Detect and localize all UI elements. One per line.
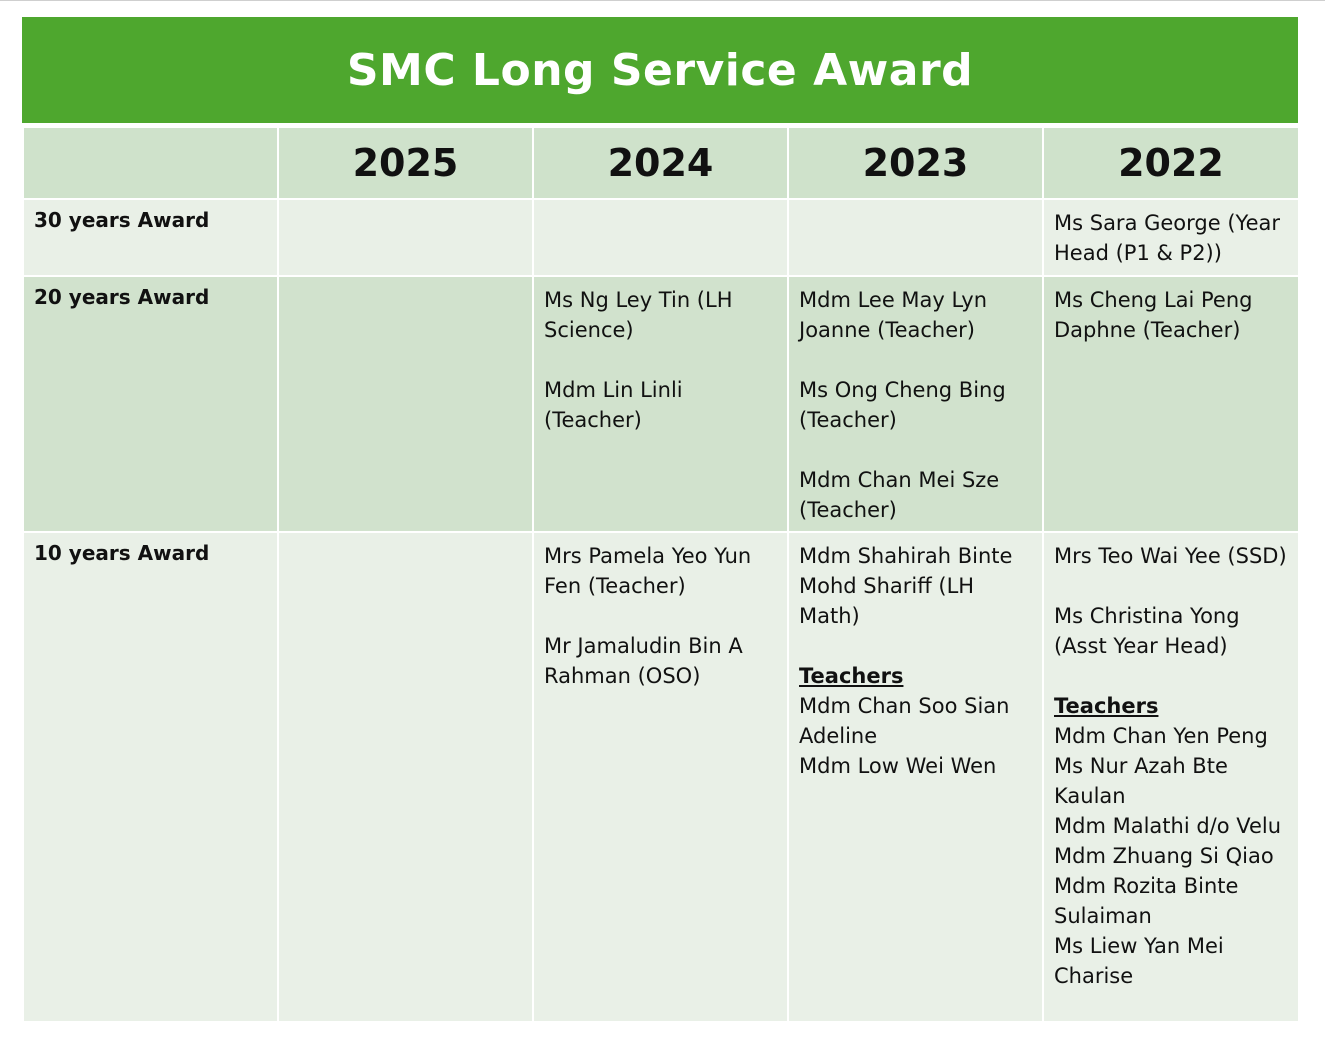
corner-cell	[22, 126, 279, 200]
award-slide: SMC Long Service Award 2025 2024 2023 20…	[22, 17, 1300, 1023]
year-header-row: 2025 2024 2023 2022	[22, 126, 1300, 200]
award-cell: Mrs Teo Wai Yee (SSD) Ms Christina Yong (…	[1042, 531, 1300, 1023]
recipient-entry: Mdm Rozita Binte Sulaiman	[1054, 874, 1239, 928]
recipient-entry: Mr Jamaludin Bin A Rahman (OSO)	[544, 634, 743, 688]
page-title: SMC Long Service Award	[346, 44, 974, 96]
award-cell	[787, 198, 1044, 277]
award-table: 2025 2024 2023 2022 30 years Award Ms Sa…	[22, 126, 1300, 1023]
year-header: 2023	[787, 126, 1044, 200]
year-header: 2024	[532, 126, 789, 200]
award-label: 10 years Award	[22, 531, 279, 1023]
year-header: 2025	[277, 126, 534, 200]
recipient-entry: Ms Cheng Lai Peng Daphne (Teacher)	[1054, 288, 1253, 342]
group-heading: Teachers	[799, 664, 904, 688]
recipient-entry: Mdm Chan Soo Sian Adeline	[799, 694, 1010, 748]
award-row-30-years: 30 years Award Ms Sara George (Year Head…	[22, 198, 1300, 277]
entry-spacer	[544, 345, 777, 375]
entry-spacer	[799, 345, 1032, 375]
title-banner: SMC Long Service Award	[22, 17, 1298, 123]
award-row-20-years: 20 years Award Ms Ng Ley Tin (LH Science…	[22, 275, 1300, 533]
recipient-entry: Mdm Shahirah Binte Mohd Shariff (LH Math…	[799, 544, 1013, 628]
award-cell: Ms Cheng Lai Peng Daphne (Teacher)	[1042, 275, 1300, 533]
award-cell: Ms Ng Ley Tin (LH Science) Mdm Lin Linli …	[532, 275, 789, 533]
recipient-entry: Ms Liew Yan Mei Charise	[1054, 934, 1224, 988]
entry-spacer	[799, 631, 1032, 661]
award-cell: Mrs Pamela Yeo Yun Fen (Teacher) Mr Jamal…	[532, 531, 789, 1023]
recipient-entry: Mdm Low Wei Wen	[799, 754, 997, 778]
recipient-entry: Ms Nur Azah Bte Kaulan	[1054, 754, 1228, 808]
award-cell	[277, 198, 534, 277]
award-cell	[277, 531, 534, 1023]
recipient-entry: Ms Ng Ley Tin (LH Science)	[544, 288, 733, 342]
recipient-entry: Mdm Lin Linli (Teacher)	[544, 378, 683, 432]
recipient-entry: Mrs Teo Wai Yee (SSD)	[1054, 544, 1287, 568]
recipient-entry: Mdm Lee May Lyn Joanne (Teacher)	[799, 288, 988, 342]
group-heading: Teachers	[1054, 694, 1159, 718]
recipient-entry: Ms Sara George (Year Head (P1 & P2))	[1054, 211, 1280, 265]
recipient-entry: Ms Ong Cheng Bing (Teacher)	[799, 378, 1006, 432]
recipient-entry: Mdm Chan Yen Peng	[1054, 724, 1268, 748]
entry-spacer	[1054, 571, 1288, 601]
award-row-10-years: 10 years Award Mrs Pamela Yeo Yun Fen (T…	[22, 531, 1300, 1023]
award-cell	[277, 275, 534, 533]
entry-spacer	[799, 435, 1032, 465]
award-cell: Ms Sara George (Year Head (P1 & P2))	[1042, 198, 1300, 277]
recipient-entry: Mdm Malathi d/o Velu	[1054, 814, 1282, 838]
recipient-entry: Mdm Chan Mei Sze (Teacher)	[799, 468, 1000, 522]
top-divider	[0, 0, 1325, 1]
award-label: 20 years Award	[22, 275, 279, 533]
year-header: 2022	[1042, 126, 1300, 200]
recipient-entry: Mrs Pamela Yeo Yun Fen (Teacher)	[544, 544, 752, 598]
entry-spacer	[1054, 661, 1288, 691]
award-label: 30 years Award	[22, 198, 279, 277]
recipient-entry: Ms Christina Yong (Asst Year Head)	[1054, 604, 1240, 658]
award-cell: Mdm Lee May Lyn Joanne (Teacher) Ms Ong C…	[787, 275, 1044, 533]
recipient-entry: Mdm Zhuang Si Qiao	[1054, 844, 1274, 868]
entry-spacer	[544, 601, 777, 631]
award-cell: Mdm Shahirah Binte Mohd Shariff (LH Math…	[787, 531, 1044, 1023]
award-cell	[532, 198, 789, 277]
